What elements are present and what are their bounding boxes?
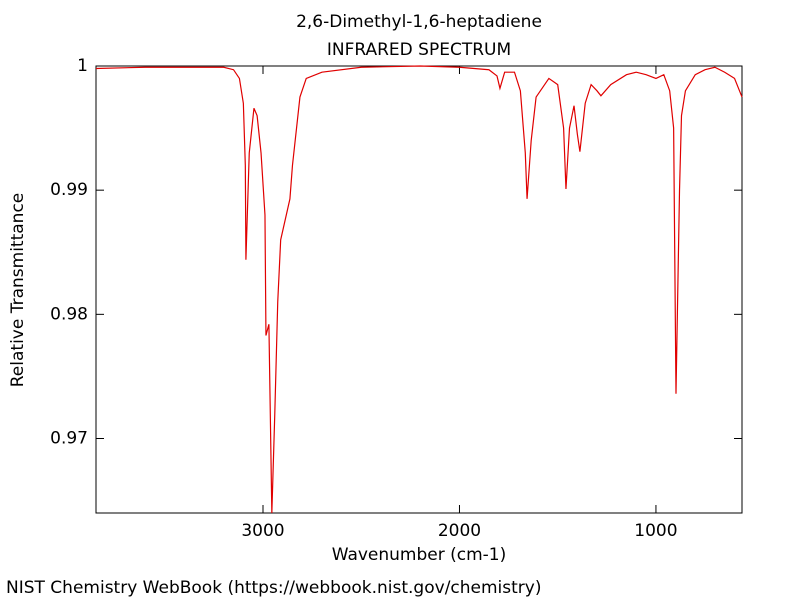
x-tick-label: 3000 [241,521,284,541]
x-axis-label: Wavenumber (cm-1) [332,545,507,565]
y-tick-label: 0.97 [50,429,88,449]
y-axis-label: Relative Transmittance [8,193,28,388]
plot-frame [95,65,743,514]
chart-title: 2,6-Dimethyl-1,6-heptadiene [296,12,542,32]
x-tick-label: 1000 [634,521,677,541]
y-tick-label: 1 [77,56,88,76]
y-tick-label: 0.98 [50,304,88,324]
x-tick-label: 2000 [438,521,481,541]
chart-subtitle: INFRARED SPECTRUM [327,40,511,60]
spectrum-line [95,65,743,514]
y-tick-label: 0.99 [50,180,88,200]
source-note: NIST Chemistry WebBook (https://webbook.… [6,578,541,598]
